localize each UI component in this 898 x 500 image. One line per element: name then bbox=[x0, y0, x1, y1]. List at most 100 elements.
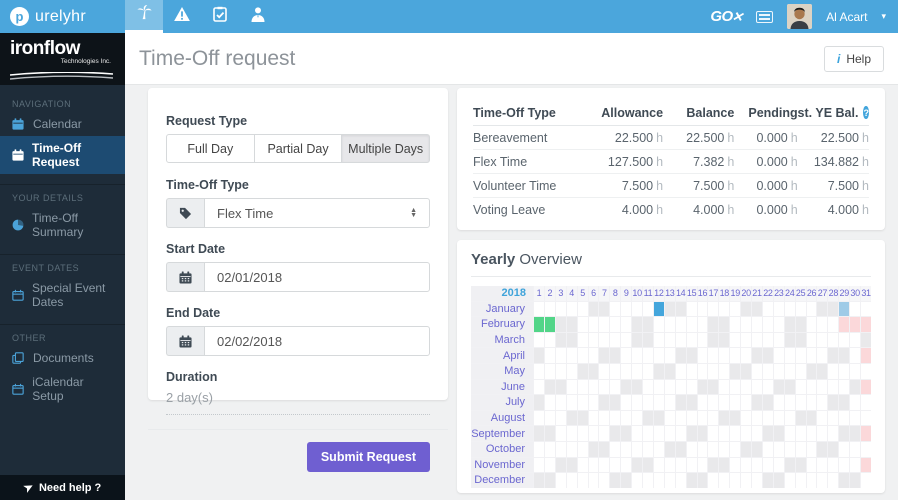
day-cell bbox=[610, 410, 621, 426]
day-cell bbox=[643, 379, 653, 395]
day-cell bbox=[621, 332, 632, 348]
sidebar-item-time-off-request[interactable]: Time-Off Request bbox=[0, 136, 125, 174]
day-cell bbox=[773, 395, 784, 410]
day-cell bbox=[534, 363, 544, 379]
day-cell bbox=[664, 410, 675, 426]
day-cell bbox=[632, 395, 643, 410]
page-header: Time-Off request i Help bbox=[125, 33, 898, 85]
day-cell bbox=[544, 348, 555, 363]
day-cell bbox=[621, 441, 632, 457]
day-cell bbox=[632, 441, 643, 457]
day-cell bbox=[653, 395, 664, 410]
calendar-icon bbox=[12, 118, 25, 130]
col-header: Pending bbox=[748, 105, 798, 120]
day-cell bbox=[762, 317, 773, 332]
form-divider bbox=[148, 429, 448, 430]
chevron-down-icon[interactable]: ▾ bbox=[881, 11, 886, 21]
day-cell bbox=[534, 457, 544, 473]
day-cell bbox=[566, 363, 577, 379]
day-cell bbox=[621, 301, 632, 317]
day-cell bbox=[828, 457, 839, 473]
tab-time-off[interactable] bbox=[125, 0, 163, 33]
user-menu[interactable]: Al Acart bbox=[826, 9, 868, 24]
day-cell bbox=[577, 317, 588, 332]
day-cell bbox=[708, 348, 719, 363]
day-cell bbox=[599, 317, 610, 332]
day-cell bbox=[850, 473, 861, 488]
paper-plane-icon: ➤ bbox=[21, 480, 36, 496]
day-cell bbox=[773, 457, 784, 473]
day-cell bbox=[566, 332, 577, 348]
day-cell bbox=[741, 473, 752, 488]
day-cell bbox=[828, 379, 839, 395]
sidebar-item-icalendar-setup[interactable]: iCalendar Setup bbox=[0, 370, 125, 408]
day-cell bbox=[795, 426, 806, 441]
day-cell bbox=[577, 301, 588, 317]
day-cell bbox=[643, 426, 653, 441]
time-off-type-select[interactable]: Flex Time ▲ ▼ bbox=[204, 198, 430, 228]
day-cell bbox=[534, 426, 544, 441]
day-cell bbox=[686, 301, 697, 317]
day-cell bbox=[839, 441, 850, 457]
full-day-button[interactable]: Full Day bbox=[166, 134, 255, 163]
start-date-input[interactable]: 02/01/2018 bbox=[204, 262, 430, 292]
day-cell bbox=[784, 426, 795, 441]
day-cell bbox=[719, 426, 730, 441]
submit-request-button[interactable]: Submit Request bbox=[306, 442, 430, 472]
tab-tasks[interactable] bbox=[201, 0, 239, 33]
day-number: 1 bbox=[534, 286, 544, 301]
day-cell bbox=[773, 473, 784, 488]
day-cell bbox=[555, 363, 566, 379]
day-cell bbox=[588, 473, 599, 488]
table-row: Voting Leave 4.000 h 4.000 h 0.000 h 4.000 h bbox=[473, 203, 869, 217]
go-logo[interactable]: GO ✕ bbox=[710, 7, 744, 25]
day-cell bbox=[741, 441, 752, 457]
day-cell bbox=[534, 332, 544, 348]
day-cell bbox=[643, 441, 653, 457]
year-label: 2018 bbox=[471, 286, 533, 301]
day-cell bbox=[817, 395, 828, 410]
tab-directory[interactable] bbox=[239, 0, 277, 33]
day-cell bbox=[675, 395, 686, 410]
day-cell bbox=[828, 441, 839, 457]
partial-day-button[interactable]: Partial Day bbox=[253, 134, 343, 163]
day-cell bbox=[664, 473, 675, 488]
purelyhr-logo[interactable]: p urelyhr bbox=[0, 0, 125, 33]
day-cell bbox=[577, 457, 588, 473]
multiple-days-button[interactable]: Multiple Days bbox=[341, 134, 431, 163]
day-cell bbox=[784, 379, 795, 395]
calendar-icon bbox=[166, 326, 204, 356]
page-title: Time-Off request bbox=[139, 46, 296, 70]
tab-warnings[interactable] bbox=[163, 0, 201, 33]
day-cell bbox=[741, 363, 752, 379]
day-cell bbox=[762, 301, 773, 317]
need-help-button[interactable]: ➤ Need help ? bbox=[0, 475, 125, 500]
sidebar-item-calendar[interactable]: Calendar bbox=[0, 112, 125, 136]
sidebar-item-documents[interactable]: Documents bbox=[0, 346, 125, 370]
day-cell bbox=[708, 457, 719, 473]
company-logo[interactable]: ironflow Technologies Inc. bbox=[0, 33, 125, 85]
day-cell bbox=[784, 441, 795, 457]
day-cell bbox=[653, 441, 664, 457]
day-cell bbox=[577, 426, 588, 441]
day-number: 19 bbox=[730, 286, 740, 301]
sidebar-item-time-off-summary[interactable]: Time-Off Summary bbox=[0, 206, 125, 244]
day-cell bbox=[588, 395, 599, 410]
day-cell bbox=[610, 457, 621, 473]
day-cell bbox=[599, 473, 610, 488]
day-cell bbox=[599, 395, 610, 410]
keyboard-icon[interactable] bbox=[756, 10, 774, 23]
day-cell bbox=[555, 473, 566, 488]
help-button[interactable]: i Help bbox=[823, 45, 884, 72]
day-cell bbox=[795, 332, 806, 348]
end-date-input[interactable]: 02/02/2018 bbox=[204, 326, 430, 356]
day-cell bbox=[544, 301, 555, 317]
day-cell bbox=[621, 317, 632, 332]
clipboard-check-icon bbox=[213, 6, 227, 27]
sidebar-item-special-event-dates[interactable]: Special Event Dates bbox=[0, 276, 125, 314]
day-cell bbox=[544, 473, 555, 488]
day-cell bbox=[544, 317, 555, 332]
help-question-icon[interactable]: ? bbox=[863, 106, 869, 119]
day-number: 7 bbox=[599, 286, 610, 301]
avatar[interactable] bbox=[787, 4, 813, 29]
